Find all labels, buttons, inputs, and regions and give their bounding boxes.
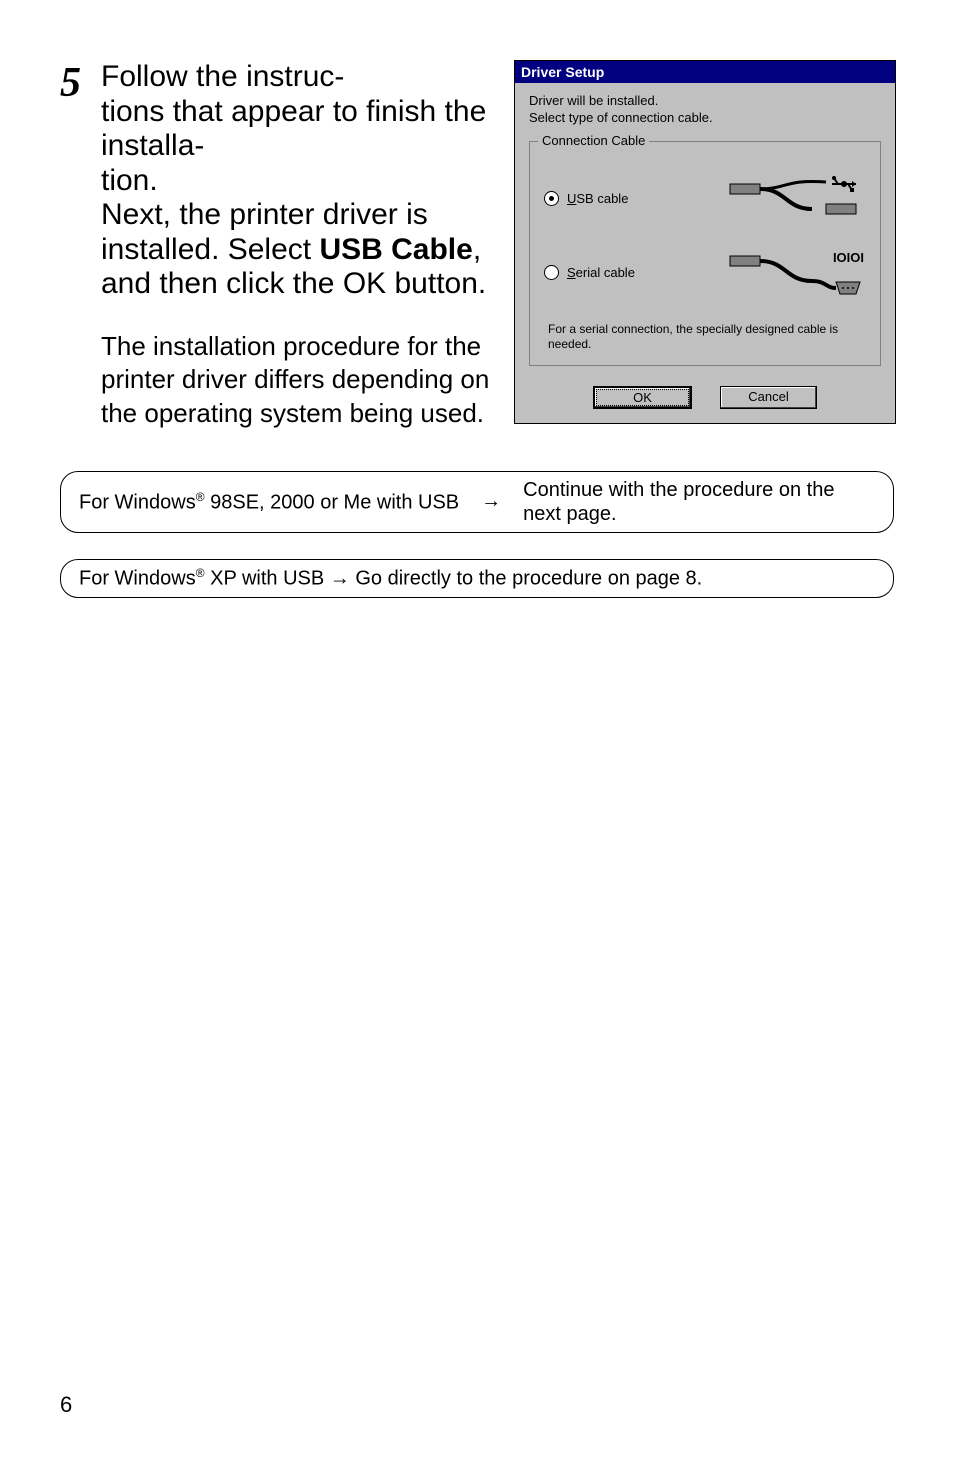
dialog-desc-line2: Select type of connection cable. (529, 110, 881, 127)
driver-setup-dialog: Driver Setup Driver will be installed. S… (514, 60, 896, 424)
callout-winxp: For Windows® XP with USB → Go directly t… (60, 559, 894, 598)
serial-cable-option[interactable]: Serial cable (544, 248, 866, 298)
dialog-titlebar: Driver Setup (515, 61, 895, 83)
step-main-text: Follow the instruc-tions that appear to … (101, 60, 494, 302)
callout1-right: Continue with the procedure on the next … (523, 478, 875, 526)
cancel-button[interactable]: Cancel (720, 386, 817, 409)
dialog-button-row: OK Cancel (529, 386, 881, 409)
dialog-desc-line1: Driver will be installed. (529, 93, 881, 110)
arrow-icon: → (459, 490, 523, 513)
step-text-block: Follow the instruc-tions that appear to … (101, 60, 494, 431)
usb-cable-option[interactable]: USB cable (544, 174, 866, 224)
ok-button[interactable]: OK (593, 386, 692, 409)
page-number: 6 (60, 1392, 72, 1418)
dialog-body: Driver will be installed. Select type of… (515, 83, 895, 423)
groupbox-label: Connection Cable (538, 133, 649, 148)
callout2-text: For Windows® XP with USB → Go directly t… (79, 566, 875, 591)
svg-text:IOIOI: IOIOI (833, 250, 864, 265)
usb-radio-icon (544, 191, 559, 206)
step-sub-text: The installation procedure for the print… (101, 330, 494, 431)
serial-cable-icon: IOIOI (726, 248, 866, 298)
callout1-left: For Windows® 98SE, 2000 or Me with USB (79, 490, 459, 515)
step-number: 5 (60, 62, 81, 104)
usb-radio-label: USB cable (567, 191, 628, 206)
screenshot-column: Driver Setup Driver will be installed. S… (514, 60, 894, 424)
usb-cable-icon (726, 174, 866, 224)
serial-note: For a serial connection, the specially d… (548, 322, 862, 353)
serial-radio-label: Serial cable (567, 265, 635, 280)
serial-radio-icon (544, 265, 559, 280)
connection-cable-groupbox: Connection Cable USB cable (529, 141, 881, 366)
callout-win98-2000-me: For Windows® 98SE, 2000 or Me with USB →… (60, 471, 894, 533)
dialog-description: Driver will be installed. Select type of… (529, 93, 881, 127)
